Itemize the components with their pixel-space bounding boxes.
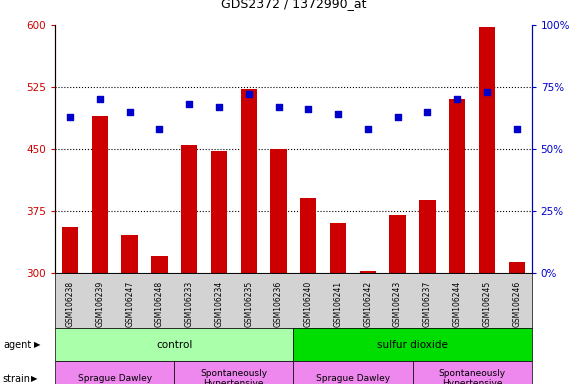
Bar (151, 256, 167, 273)
Point (66, 114, 75, 120)
Bar (181, 145, 198, 273)
Text: GSM106234: GSM106234 (214, 281, 224, 327)
Bar (121, 235, 138, 273)
Bar (300, 199, 317, 273)
Text: control: control (156, 339, 192, 350)
Bar (419, 200, 436, 273)
Point (393, 114, 402, 120)
Text: GSM106233: GSM106233 (185, 281, 193, 327)
Text: GSM106244: GSM106244 (453, 281, 462, 327)
Bar (508, 262, 525, 273)
Text: Sprague Dawley: Sprague Dawley (78, 374, 152, 383)
Point (304, 106, 313, 112)
Point (125, 109, 134, 115)
Text: GSM106242: GSM106242 (363, 281, 372, 327)
Point (453, 96, 462, 103)
Bar (270, 149, 286, 273)
Point (155, 126, 164, 132)
Point (214, 104, 224, 110)
Point (333, 111, 343, 117)
Point (185, 101, 194, 107)
Text: Spontaneously
Hypertensive: Spontaneously Hypertensive (200, 369, 267, 384)
Bar (241, 89, 257, 273)
Point (423, 109, 432, 115)
Text: ▶: ▶ (34, 340, 40, 349)
Text: strain: strain (3, 374, 31, 384)
Bar (360, 271, 376, 273)
Point (512, 126, 521, 132)
Text: GSM106241: GSM106241 (333, 281, 343, 327)
Text: Sprague Dawley: Sprague Dawley (316, 374, 390, 383)
Point (244, 91, 253, 98)
Bar (62, 227, 78, 273)
Text: GSM106240: GSM106240 (304, 281, 313, 327)
Bar (449, 99, 465, 273)
Bar (330, 223, 346, 273)
Text: agent: agent (3, 339, 31, 350)
Text: GSM106236: GSM106236 (274, 281, 283, 327)
Point (95, 96, 105, 103)
Point (363, 126, 372, 132)
Text: sulfur dioxide: sulfur dioxide (377, 339, 448, 350)
Text: GSM106245: GSM106245 (482, 281, 492, 327)
Text: GSM106238: GSM106238 (66, 281, 74, 327)
Text: GSM106239: GSM106239 (95, 281, 105, 327)
Point (274, 104, 283, 110)
Text: GSM106235: GSM106235 (244, 281, 253, 327)
Bar (92, 116, 108, 273)
Text: GSM106237: GSM106237 (423, 281, 432, 327)
Text: ▶: ▶ (31, 374, 37, 383)
Bar (389, 215, 406, 273)
Text: GSM106246: GSM106246 (512, 281, 521, 327)
Point (482, 89, 492, 95)
Bar (479, 27, 495, 273)
Text: GDS2372 / 1372990_at: GDS2372 / 1372990_at (221, 0, 366, 10)
Bar (211, 151, 227, 273)
Text: Spontaneously
Hypertensive: Spontaneously Hypertensive (439, 369, 505, 384)
Text: GSM106243: GSM106243 (393, 281, 402, 327)
Text: GSM106247: GSM106247 (125, 281, 134, 327)
Text: GSM106248: GSM106248 (155, 281, 164, 327)
